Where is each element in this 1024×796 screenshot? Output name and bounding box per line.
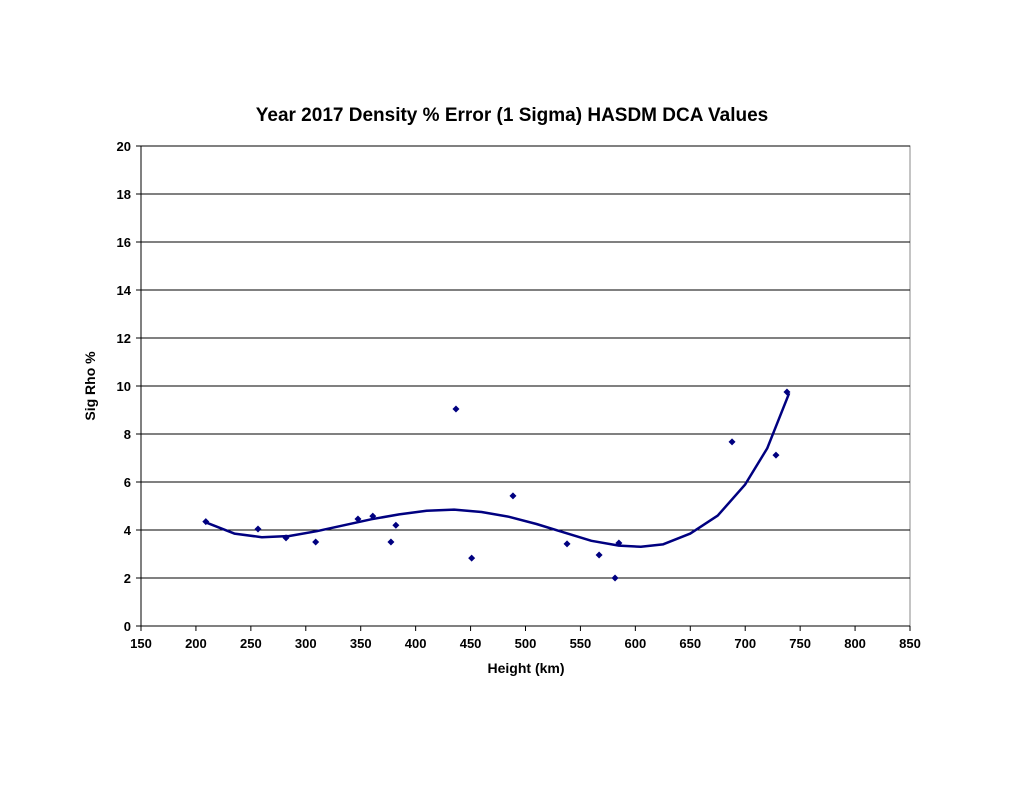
x-tick-label: 350 [350,636,372,651]
data-point [312,538,320,546]
data-point [392,521,400,529]
y-tick-label: 12 [117,331,131,346]
y-tick-label: 18 [117,187,131,202]
data-point [611,574,619,582]
data-point [468,554,476,562]
x-tick-label: 250 [240,636,262,651]
data-point [202,518,210,526]
x-tick-label: 300 [295,636,317,651]
data-point [563,540,571,548]
x-axis-label: Height (km) [488,660,565,676]
x-tick-label: 150 [130,636,152,651]
data-point [282,534,290,542]
data-point [452,405,460,413]
x-tick-label: 750 [789,636,811,651]
y-tick-label: 2 [124,571,131,586]
data-point [354,515,362,523]
y-tick-label: 10 [117,379,131,394]
data-point [387,538,395,546]
x-tick-label: 600 [625,636,647,651]
data-point [728,438,736,446]
trend-line [206,392,791,549]
x-tick-label: 650 [679,636,701,651]
y-axis-label: Sig Rho % [82,351,98,421]
data-point [254,525,262,533]
y-tick-label: 6 [124,475,131,490]
x-tick-label: 500 [515,636,537,651]
data-point [595,551,603,559]
y-tick-label: 8 [124,427,131,442]
y-tick-label: 0 [124,619,131,634]
data-point [615,539,623,547]
x-tick-label: 200 [185,636,207,651]
x-tick-label: 700 [734,636,756,651]
y-tick-label: 14 [117,283,132,298]
x-tick-label: 450 [460,636,482,651]
data-point [509,492,517,500]
x-tick-label: 550 [570,636,592,651]
chart-title: Year 2017 Density % Error (1 Sigma) HASD… [256,105,769,126]
data-point [772,451,780,459]
y-tick-label: 16 [117,235,131,250]
y-tick-label: 4 [124,523,132,538]
y-tick-label: 20 [117,139,131,154]
data-point [369,512,377,520]
data-point [783,388,791,396]
x-tick-label: 800 [844,636,866,651]
x-tick-label: 400 [405,636,427,651]
x-tick-label: 850 [899,636,921,651]
